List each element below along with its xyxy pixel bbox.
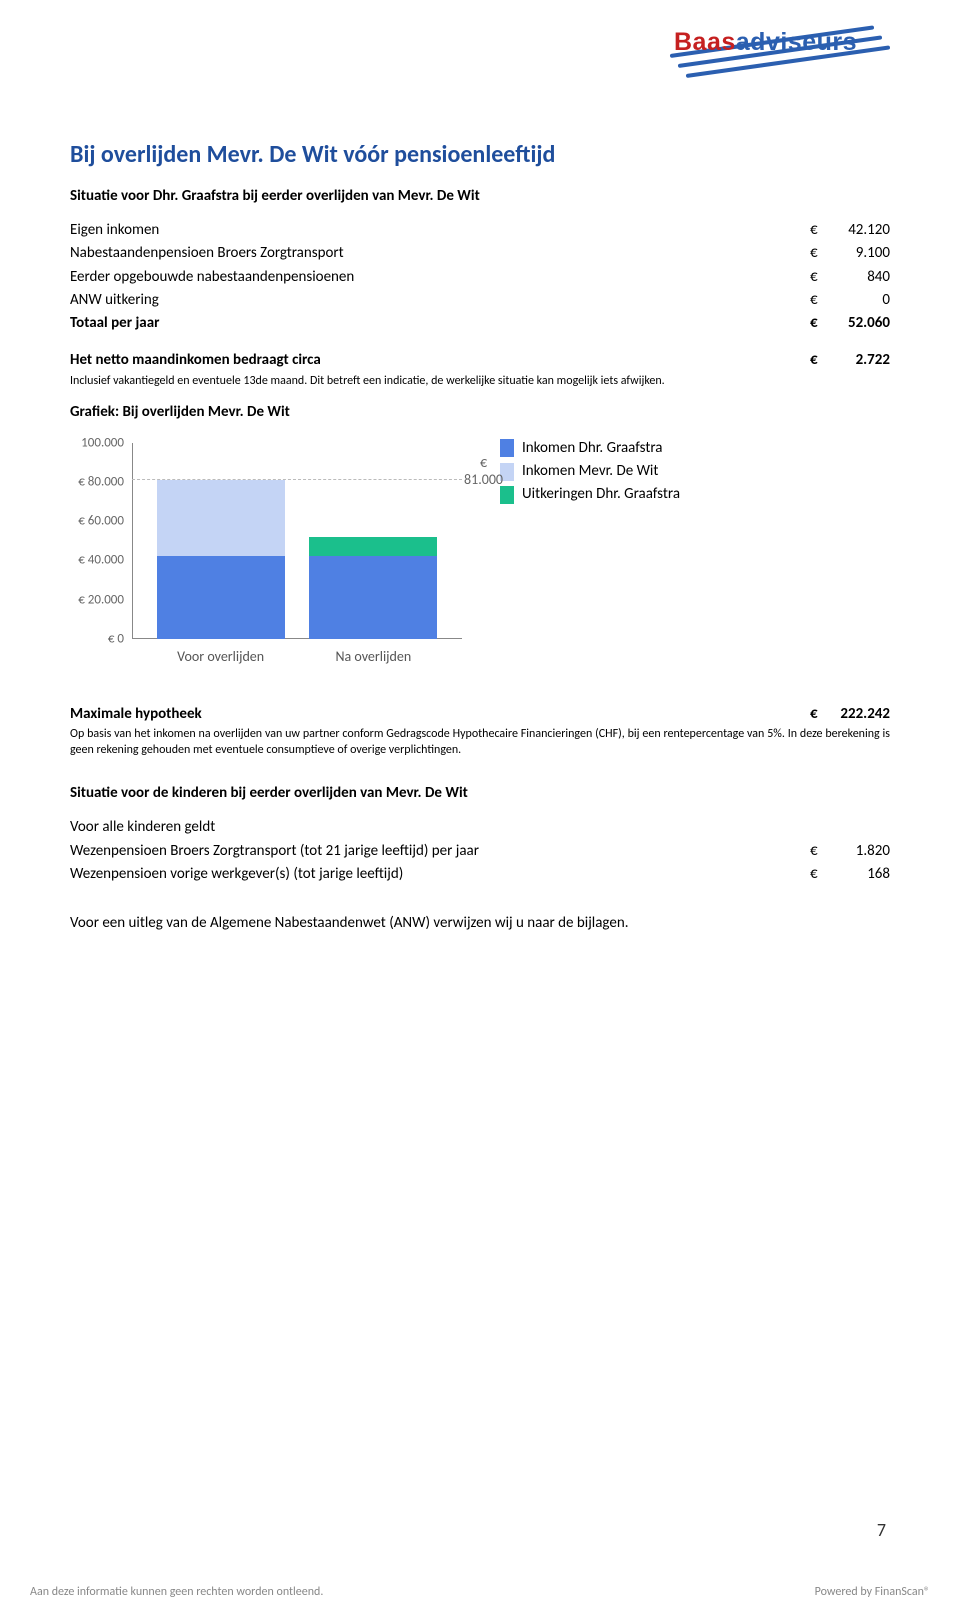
income-row-label: ANW uitkering — [70, 289, 810, 312]
legend-label: Inkomen Mevr. De Wit — [522, 460, 658, 483]
logo-text-b: adviseurs — [736, 28, 857, 56]
page-footer: Aan deze informatie kunnen geen rechten … — [30, 1585, 930, 1599]
chart-reference-label: € 81.000 — [464, 454, 503, 488]
net-month-block: Het netto maandinkomen bedraagt circa € … — [70, 349, 890, 388]
chart-legend: Inkomen Dhr. GraafstraInkomen Mevr. De W… — [500, 437, 680, 507]
brand-logo: Baasadviseurs — [668, 24, 888, 72]
legend-label: Uitkeringen Dhr. Graafstra — [522, 483, 680, 506]
chart-bar-segment — [309, 556, 437, 639]
currency-symbol: € — [810, 840, 830, 863]
chart-ytick-label: 100.000 — [70, 435, 130, 450]
chart-ytick-label: € 20.000 — [70, 592, 130, 607]
chart-ytick-label: € 0 — [70, 631, 130, 646]
anw-note: Voor een uitleg van de Algemene Nabestaa… — [70, 914, 890, 932]
currency-symbol: € — [810, 312, 830, 335]
income-row-label: Eigen inkomen — [70, 219, 810, 242]
mortgage-note: Op basis van het inkomen na overlijden v… — [70, 726, 890, 758]
income-total-value: 52.060 — [830, 312, 890, 335]
income-row-value: 0 — [830, 289, 890, 312]
page-title: Bij overlijden Mevr. De Wit vóór pensioe… — [70, 140, 890, 169]
children-block: Voor alle kinderen geldt Wezenpensioen B… — [70, 816, 890, 886]
chart-ytick-label: € 60.000 — [70, 514, 130, 529]
children-row: Wezenpensioen Broers Zorgtransport (tot … — [70, 840, 890, 863]
net-month-value: 2.722 — [830, 349, 890, 372]
children-table: Wezenpensioen Broers Zorgtransport (tot … — [70, 840, 890, 887]
mortgage-value: 222.242 — [830, 703, 890, 726]
situation-header: Situatie voor Dhr. Graafstra bij eerder … — [70, 187, 890, 205]
mortgage-label: Maximale hypotheek — [70, 703, 810, 726]
income-row-value: 840 — [830, 266, 890, 289]
logo-text: Baasadviseurs — [674, 28, 857, 57]
currency-symbol: € — [810, 349, 830, 372]
children-intro: Voor alle kinderen geldt — [70, 816, 890, 839]
mortgage-block: Maximale hypotheek € 222.242 Op basis va… — [70, 703, 890, 759]
chart-bar-segment — [157, 556, 285, 639]
income-total-row: Totaal per jaar€52.060 — [70, 312, 890, 335]
currency-symbol: € — [810, 863, 830, 886]
logo-text-a: Baas — [674, 28, 736, 56]
page-number: 7 — [877, 1519, 886, 1541]
legend-item: Uitkeringen Dhr. Graafstra — [500, 483, 680, 506]
currency-symbol: € — [810, 219, 830, 242]
currency-symbol: € — [810, 266, 830, 289]
chart-bar-segment — [309, 537, 437, 556]
income-row-value: 9.100 — [830, 242, 890, 265]
income-row: Eerder opgebouwde nabestaandenpensioenen… — [70, 266, 890, 289]
income-row: ANW uitkering€0 — [70, 289, 890, 312]
chart-title: Grafiek: Bij overlijden Mevr. De Wit — [70, 403, 890, 421]
legend-label: Inkomen Dhr. Graafstra — [522, 437, 663, 460]
footer-right: Powered by FinanScan® — [815, 1585, 930, 1599]
children-header: Situatie voor de kinderen bij eerder ove… — [70, 784, 890, 802]
net-month-label: Het netto maandinkomen bedraagt circa — [70, 349, 810, 372]
chart-ytick-label: € 80.000 — [70, 474, 130, 489]
chart-and-legend: € 0 € 20.000 € 40.000 € 60.000 € 80.000 100.0… — [70, 435, 890, 665]
income-row-value: 42.120 — [830, 219, 890, 242]
children-row-value: 1.820 — [830, 840, 890, 863]
children-row-label: Wezenpensioen vorige werkgever(s) (tot j… — [70, 863, 810, 886]
chart-ytick-label: € 40.000 — [70, 553, 130, 568]
chart-xlabel: Na overlijden — [309, 648, 437, 665]
children-row-label: Wezenpensioen Broers Zorgtransport (tot … — [70, 840, 810, 863]
income-row-label: Eerder opgebouwde nabestaandenpensioenen — [70, 266, 810, 289]
chart-xlabel: Voor overlijden — [157, 648, 285, 665]
currency-symbol: € — [810, 289, 830, 312]
income-table: Eigen inkomen€42.120Nabestaandenpensioen… — [70, 219, 890, 335]
currency-symbol: € — [810, 703, 830, 726]
income-total-label: Totaal per jaar — [70, 312, 810, 335]
legend-swatch — [500, 486, 514, 504]
children-row-value: 168 — [830, 863, 890, 886]
income-row-label: Nabestaandenpensioen Broers Zorgtranspor… — [70, 242, 810, 265]
currency-symbol: € — [810, 242, 830, 265]
chart-bar-segment — [157, 480, 285, 556]
net-month-row: Het netto maandinkomen bedraagt circa € … — [70, 349, 890, 372]
legend-item: Inkomen Mevr. De Wit — [500, 460, 680, 483]
legend-item: Inkomen Dhr. Graafstra — [500, 437, 680, 460]
children-row: Wezenpensioen vorige werkgever(s) (tot j… — [70, 863, 890, 886]
net-month-note: Inclusief vakantiegeld en eventuele 13de… — [70, 373, 890, 389]
income-row: Eigen inkomen€42.120 — [70, 219, 890, 242]
footer-left: Aan deze informatie kunnen geen rechten … — [30, 1585, 323, 1599]
income-chart: € 0 € 20.000 € 40.000 € 60.000 € 80.000 100.0… — [70, 435, 470, 665]
income-row: Nabestaandenpensioen Broers Zorgtranspor… — [70, 242, 890, 265]
mortgage-row: Maximale hypotheek € 222.242 — [70, 703, 890, 726]
